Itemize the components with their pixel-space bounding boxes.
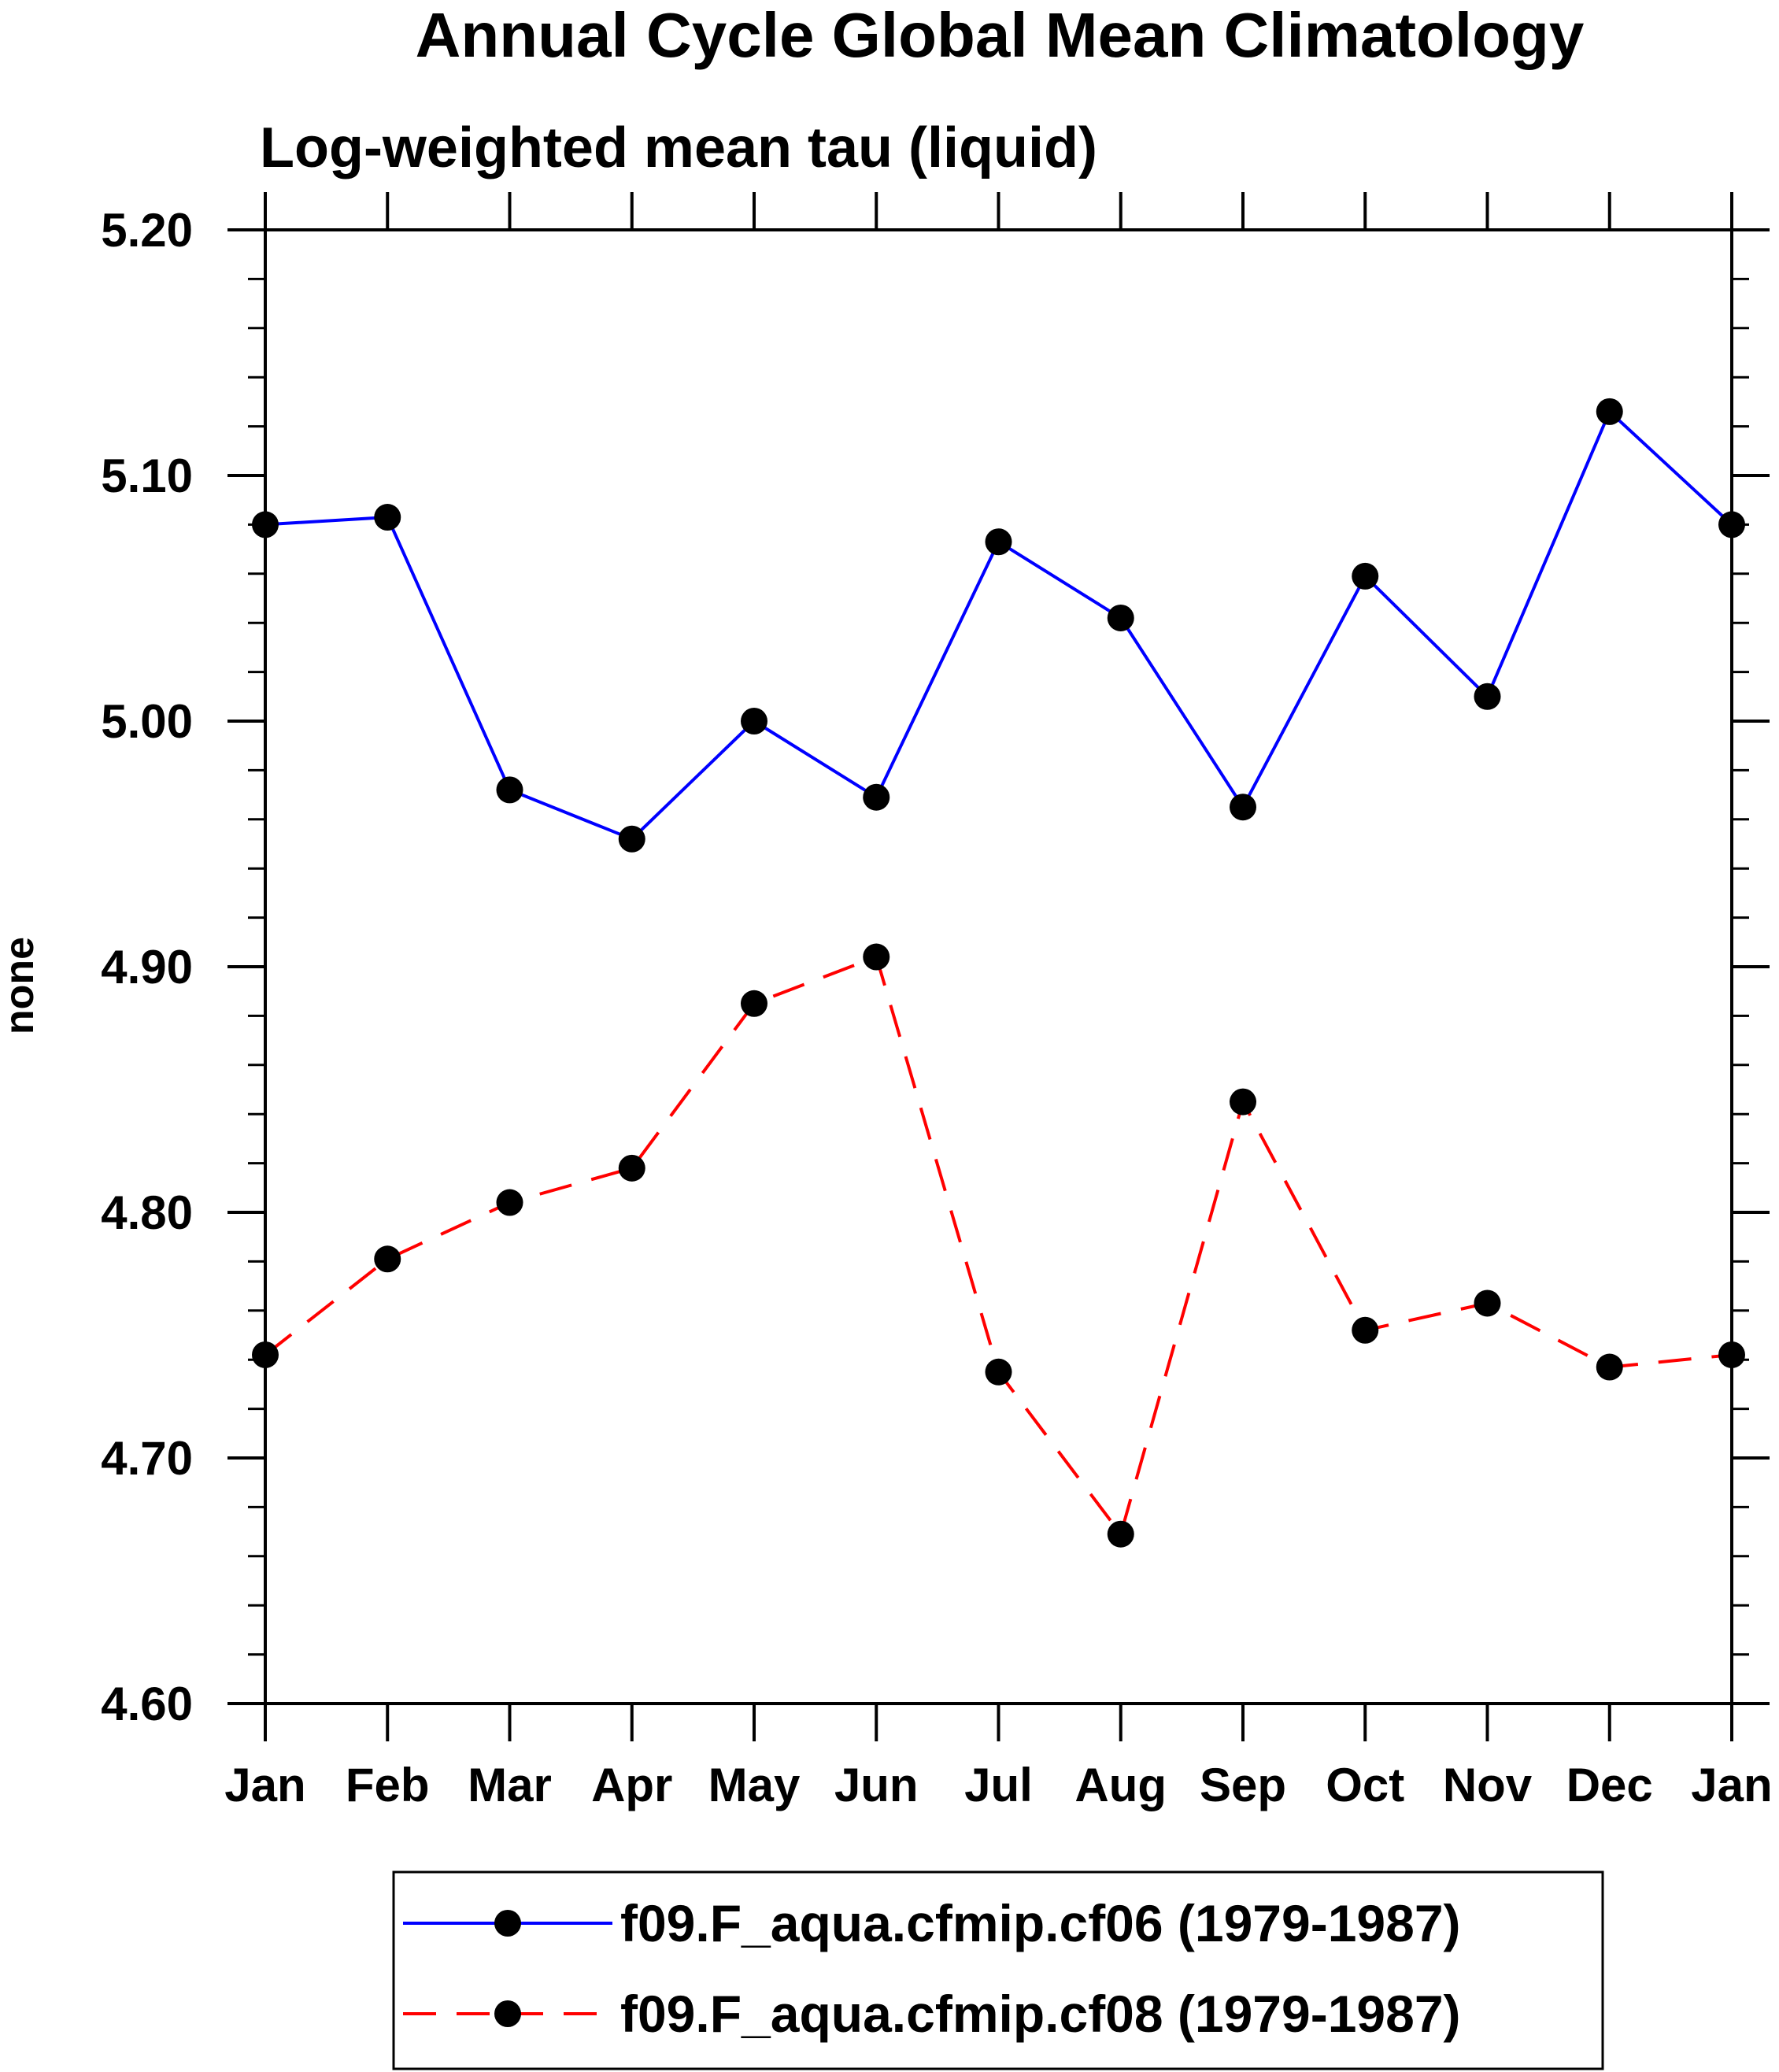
axis-ticks: Jan Feb Mar Apr May Jun Jul Aug Sep Oct Nov Dec Jan 4…: [101, 192, 1773, 1811]
legend: f09.F_aqua.cfmip.cf06 (1979-1987) f09.F_…: [392, 1870, 1604, 2070]
x-tick-label: Mar: [468, 1759, 552, 1811]
chart-title: Annual Cycle Global Mean Climatology: [416, 0, 1585, 70]
data-point-s0-1: [374, 504, 401, 531]
y-tick-label: 4.60: [101, 1678, 193, 1730]
data-point-s0-10: [1474, 683, 1501, 710]
legend-label-cf08: f09.F_aqua.cfmip.cf08 (1979-1987): [620, 1985, 1461, 2043]
data-point-s0-2: [496, 776, 523, 804]
y-tick-label: 5.20: [101, 204, 193, 257]
data-point-s1-0: [252, 1341, 279, 1368]
data-point-s1-6: [985, 1358, 1012, 1386]
y-tick-label: 5.10: [101, 450, 193, 502]
x-tick-label: Jun: [834, 1759, 919, 1811]
plot-frame: [264, 228, 1733, 1705]
data-point-s1-8: [1230, 1088, 1256, 1116]
data-point-s0-5: [863, 783, 890, 811]
data-point-s1-9: [1352, 1316, 1379, 1344]
x-tick-label: Nov: [1443, 1759, 1533, 1811]
legend-marker-cf06: [494, 1910, 521, 1937]
data-point-s0-3: [618, 825, 645, 853]
data-point-s0-6: [985, 528, 1012, 556]
data-point-s0-9: [1352, 562, 1379, 590]
x-tick-label: Apr: [591, 1759, 672, 1811]
y-tick-label: 5.00: [101, 695, 193, 748]
data-point-s1-12: [1718, 1341, 1745, 1368]
series-line-0: [264, 409, 1733, 841]
x-tick-label: May: [708, 1759, 801, 1811]
x-tick-label: Sep: [1200, 1759, 1286, 1811]
x-tick-label: Jul: [964, 1759, 1033, 1811]
data-point-s0-8: [1230, 794, 1256, 821]
y-tick-label: 4.80: [101, 1186, 193, 1239]
legend-marker-cf08: [494, 2000, 521, 2027]
data-point-s1-7: [1107, 1520, 1134, 1548]
data-point-s1-2: [496, 1189, 523, 1216]
data-point-s1-1: [374, 1245, 401, 1273]
data-point-s0-7: [1107, 604, 1134, 631]
data-point-s1-10: [1474, 1289, 1501, 1317]
x-tick-label: Jan: [1691, 1759, 1772, 1811]
data-point-s0-0: [252, 511, 279, 538]
x-tick-label: Dec: [1566, 1759, 1653, 1811]
data-point-s0-11: [1596, 398, 1623, 425]
data-point-s1-11: [1596, 1353, 1623, 1381]
x-tick-label: Aug: [1074, 1759, 1167, 1811]
x-tick-label: Jan: [224, 1759, 305, 1811]
data-point-s1-4: [741, 990, 767, 1017]
x-tick-label: Feb: [346, 1759, 430, 1811]
data-point-s0-4: [741, 708, 767, 734]
data-point-s1-5: [863, 943, 890, 971]
legend-box: [392, 1870, 1604, 2070]
y-tick-label: 4.70: [101, 1432, 193, 1485]
y-axis-label: none: [0, 937, 43, 1034]
legend-label-cf06: f09.F_aqua.cfmip.cf06 (1979-1987): [620, 1894, 1461, 1952]
x-tick-label: Oct: [1326, 1759, 1404, 1811]
data-point-s0-12: [1718, 511, 1745, 538]
series-line-1: [264, 955, 1733, 1536]
series-layer: [252, 398, 1745, 1548]
y-tick-label: 4.90: [101, 941, 193, 993]
data-point-s1-3: [618, 1154, 645, 1182]
chart-subtitle: Log-weighted mean tau (liquid): [260, 117, 1097, 179]
